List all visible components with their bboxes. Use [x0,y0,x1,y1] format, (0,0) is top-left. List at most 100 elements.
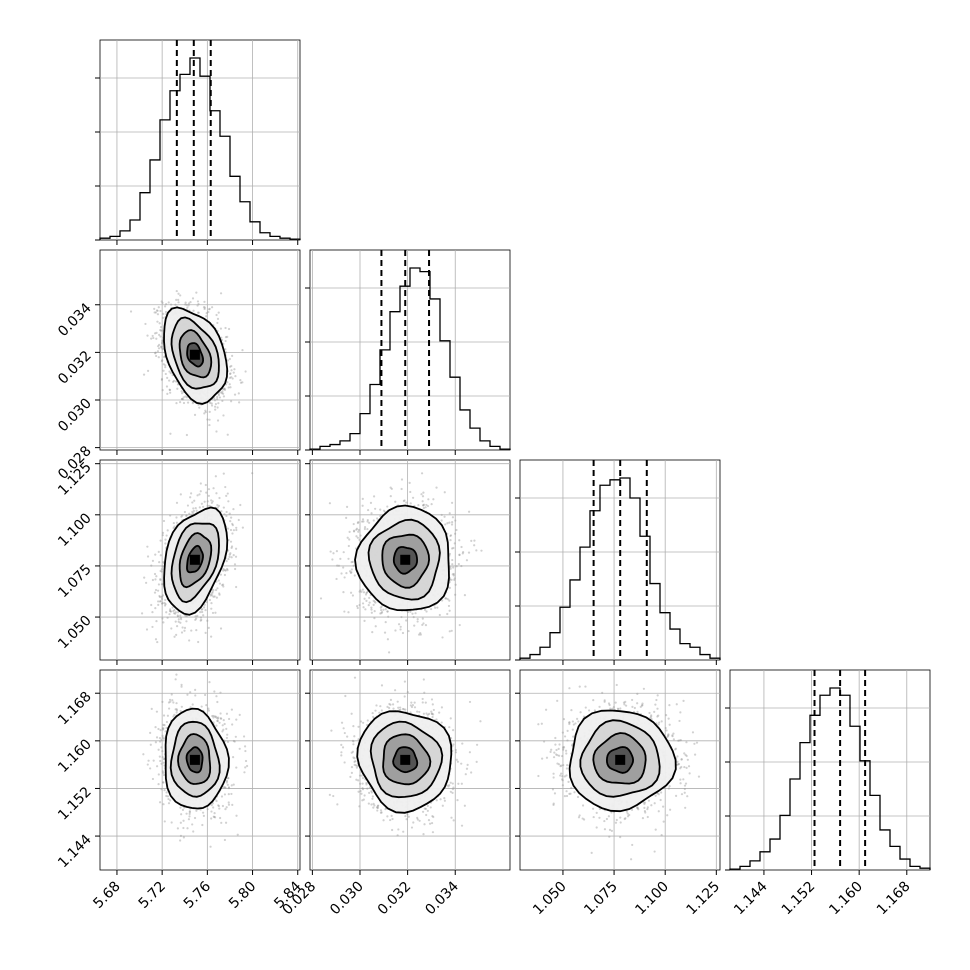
scatter-point [368,596,371,600]
scatter-point [216,317,220,321]
contour-line [170,522,220,604]
scatter-point [162,369,165,372]
scatter-point [453,577,456,580]
scatter-point [210,402,213,405]
scatter-point [342,551,345,554]
scatter-point [185,396,188,399]
scatter-point [226,569,229,572]
scatter-point [195,509,198,512]
scatter-point [394,500,397,503]
scatter-point [371,631,374,634]
scatter-point [204,409,207,412]
scatter-point [195,617,198,620]
scatter-point [162,355,166,359]
scatter-point [208,598,212,602]
scatter-point [376,517,379,520]
scatter-point [161,359,164,362]
scatter-point [451,516,455,519]
scatter-point [191,501,194,504]
scatter-point [227,500,230,503]
scatter-point [188,639,191,642]
scatter-point [161,594,165,597]
scatter-point [175,633,178,636]
scatter-point [223,573,227,577]
scatter-point [157,306,160,309]
scatter-point [216,406,219,409]
scatter-point [430,503,433,506]
scatter-point [384,621,387,624]
scatter-point [191,297,195,300]
scatter-point [227,557,230,561]
scatter-point [213,399,217,402]
scatter-point [380,611,384,614]
scatter-point [202,505,205,508]
scatter-point [196,300,200,303]
scatter-point [224,339,227,343]
scatter-point [140,612,144,615]
scatter-point [345,505,349,508]
contour-line [186,544,204,574]
scatter-point [204,410,207,414]
y-tick-label-param2: 1.075 [55,561,95,601]
scatter-point [203,306,206,309]
scatter-point [176,383,180,386]
scatter-point [453,542,456,545]
scatter-point [373,617,376,620]
scatter-point [475,549,478,552]
scatter-point [179,621,182,624]
scatter-point [143,576,146,579]
scatter-point [358,603,361,607]
scatter-point [157,356,160,359]
panel-2-0-content [140,472,254,644]
scatter-point [208,410,211,413]
scatter-point [241,349,244,352]
scatter-point [160,568,163,571]
scatter-point [374,601,377,604]
scatter-point [219,573,222,576]
scatter-point [160,346,163,349]
x-tick-label-param3: 1.160 [826,879,866,919]
scatter-point [229,386,232,389]
scatter-point [177,301,180,304]
scatter-point [231,532,234,535]
scatter-point [227,327,231,331]
scatter-point [446,612,449,616]
scatter-point [150,603,153,607]
scatter-point [358,538,361,541]
scatter-point [155,337,158,340]
scatter-point [420,472,424,475]
scatter-point [216,321,219,325]
scatter-point [222,388,225,391]
scatter-point [441,636,444,639]
scatter-point [198,493,201,496]
scatter-point [150,564,153,567]
scatter-point [176,615,180,618]
scatter-point [211,590,214,593]
scatter-point [421,495,425,498]
scatter-point [160,345,163,348]
scatter-point [155,331,158,335]
y-tick-label-param2: 1.100 [55,510,95,550]
scatter-point [335,550,338,553]
scatter-point [171,380,175,383]
scatter-point [379,612,382,615]
scatter-point [210,635,213,638]
scatter-point [421,623,424,627]
scatter-point [220,336,223,339]
scatter-point [156,350,160,353]
scatter-point [209,594,212,597]
scatter-point [356,536,359,539]
scatter-point [356,521,359,525]
scatter-point [169,371,172,375]
scatter-point [160,597,164,601]
scatter-point [167,301,170,304]
scatter-point [343,610,346,613]
scatter-point [159,569,162,573]
scatter-point [159,578,162,582]
scatter-point [153,311,156,314]
scatter-point [199,619,202,622]
scatter-point [374,507,377,510]
scatter-point [145,628,149,631]
scatter-point [172,610,175,613]
scatter-point [165,534,168,537]
